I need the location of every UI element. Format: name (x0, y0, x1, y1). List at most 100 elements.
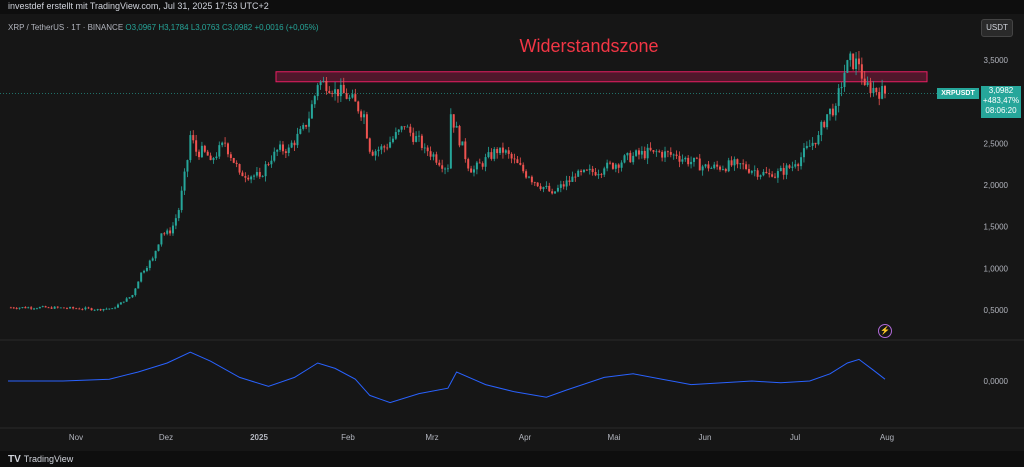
candle-body (823, 121, 826, 128)
candle-body (134, 288, 137, 296)
candle-body (415, 136, 418, 142)
candle-body (808, 145, 811, 147)
candle-body (548, 185, 551, 192)
candle-body (594, 172, 597, 176)
candle-body (603, 168, 606, 175)
candle-body (409, 126, 412, 133)
candle-body (151, 258, 154, 261)
candle-body (774, 176, 777, 178)
candle-body (273, 151, 276, 161)
candle-body (637, 150, 640, 155)
candle-body (336, 89, 339, 97)
candle-body (397, 129, 400, 133)
candle-body (174, 218, 177, 226)
candle-body (840, 87, 843, 89)
price-axis-tick: 1,5000 (984, 223, 1009, 232)
candle-body (507, 150, 510, 154)
candle-body (148, 260, 151, 268)
candle-body (739, 163, 742, 165)
candle-body (319, 81, 322, 86)
candle-body (394, 132, 397, 139)
price-badge-change: +483,47% (982, 96, 1020, 105)
candle-body (261, 176, 264, 177)
candle-body (539, 186, 542, 190)
candle-body (206, 151, 209, 156)
resistance-zone (275, 71, 928, 83)
candle-body (111, 308, 114, 310)
candle-body (65, 308, 68, 309)
currency-button[interactable]: USDT (981, 19, 1013, 37)
candle-body (800, 157, 803, 167)
candle-body (623, 155, 626, 163)
candle-body (296, 133, 299, 146)
candle-body (53, 306, 56, 309)
candle-body (779, 167, 782, 172)
candle-body (203, 145, 206, 152)
candle-body (791, 166, 794, 168)
tradingview-logo[interactable]: TV TradingView (8, 454, 73, 465)
footer-bar: TV TradingView (0, 451, 1024, 467)
candle-body (189, 135, 192, 161)
candle-body (279, 144, 282, 150)
candle-body (143, 270, 146, 273)
candle-body (137, 281, 140, 289)
candle-body (565, 180, 568, 187)
time-axis-tick: Mai (608, 433, 621, 442)
candle-body (438, 162, 441, 166)
candle-body (710, 168, 713, 169)
candle-body (626, 152, 629, 156)
candle-body (629, 152, 632, 163)
time-axis-tick: Aug (880, 433, 894, 442)
lightning-icon[interactable]: ⚡ (878, 324, 892, 338)
candle-body (33, 308, 36, 310)
candle-body (620, 162, 623, 168)
candle-body (719, 166, 722, 170)
candle-body (522, 164, 525, 172)
candle-body (513, 158, 516, 160)
candle-body (826, 114, 829, 128)
candle-body (131, 295, 134, 298)
candle-body (24, 307, 27, 309)
candle-body (313, 96, 316, 105)
candle-body (145, 267, 148, 271)
candle-body (556, 187, 559, 192)
candle-body (707, 164, 710, 169)
candle-body (209, 155, 212, 161)
candle-body (675, 154, 678, 156)
candle-body (545, 185, 548, 188)
symbol-name: XRP / TetherUS · 1T · BINANCE (8, 23, 124, 32)
symbol-legend[interactable]: XRP / TetherUS · 1T · BINANCE O3,0967 H3… (8, 23, 319, 32)
candle-body (635, 150, 638, 156)
candle-body (241, 172, 244, 177)
candle-body (27, 307, 30, 309)
candle-body (496, 149, 499, 154)
candle-body (857, 58, 860, 65)
candle-body (391, 138, 394, 143)
candle-body (768, 173, 771, 175)
candle-body (386, 147, 389, 149)
candle-body (588, 168, 591, 171)
candle-body (105, 308, 108, 310)
candle-body (258, 172, 261, 177)
candle-body (568, 180, 571, 182)
candle-body (316, 85, 319, 97)
candle-body (328, 91, 331, 94)
candle-body (771, 174, 774, 177)
candle-body (797, 164, 800, 167)
candle-body (47, 307, 50, 309)
candle-body (551, 191, 554, 194)
candle-body (403, 126, 406, 128)
candle-body (846, 60, 849, 73)
candle-body (345, 93, 348, 99)
candle-body (192, 135, 195, 141)
candle-body (736, 159, 739, 165)
candle-body (591, 168, 594, 173)
candle-body (128, 297, 131, 299)
candle-body (412, 132, 415, 142)
candle-body (687, 157, 690, 165)
candle-body (365, 114, 368, 139)
candle-body (177, 210, 180, 219)
candle-body (750, 171, 753, 173)
candle-body (215, 156, 218, 159)
